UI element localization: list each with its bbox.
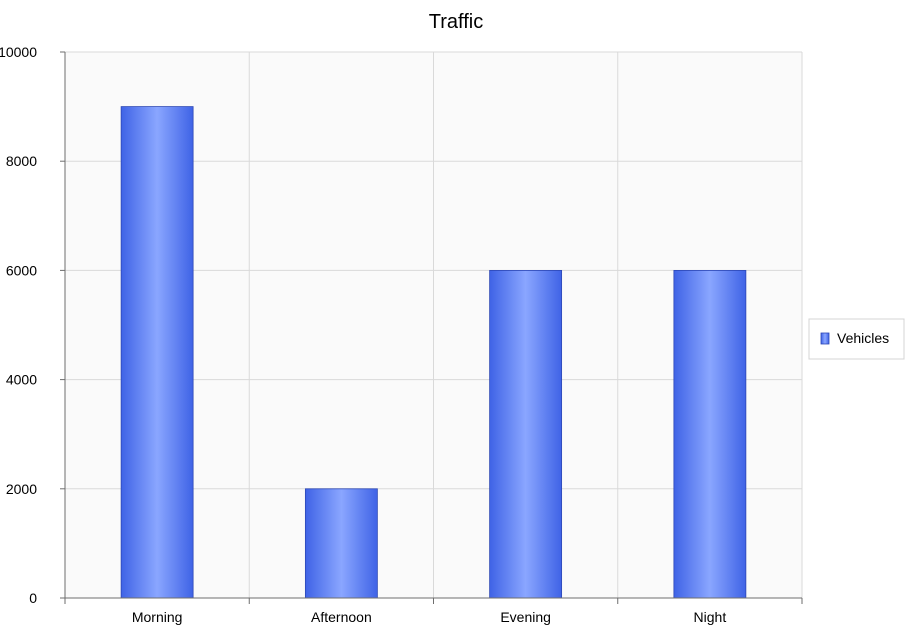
y-tick-labels: 0 2000 4000 6000 8000 10000 [0, 44, 37, 606]
chart-title: Traffic [429, 11, 483, 33]
x-tick-label: Afternoon [311, 609, 372, 625]
x-tick-labels: Morning Afternoon Evening Night [132, 609, 726, 625]
y-tick-label: 2000 [6, 481, 37, 497]
x-tick-label: Morning [132, 609, 183, 625]
bars [120, 106, 747, 599]
y-tick-label: 6000 [6, 262, 37, 278]
x-tick-label: Evening [500, 609, 551, 625]
axes [60, 51, 803, 604]
y-tick-label: 8000 [6, 153, 37, 169]
x-tick-label: Night [694, 609, 727, 625]
bar-night [673, 269, 747, 599]
y-tick-label: 4000 [6, 372, 37, 388]
legend-swatch [820, 332, 830, 345]
bar-afternoon [304, 488, 378, 599]
bar-morning [120, 106, 194, 599]
bar-evening [489, 269, 563, 599]
legend-label: Vehicles [837, 330, 889, 346]
legend: Vehicles [808, 318, 905, 360]
y-tick-label: 0 [29, 590, 37, 606]
y-tick-label: 10000 [0, 44, 37, 60]
